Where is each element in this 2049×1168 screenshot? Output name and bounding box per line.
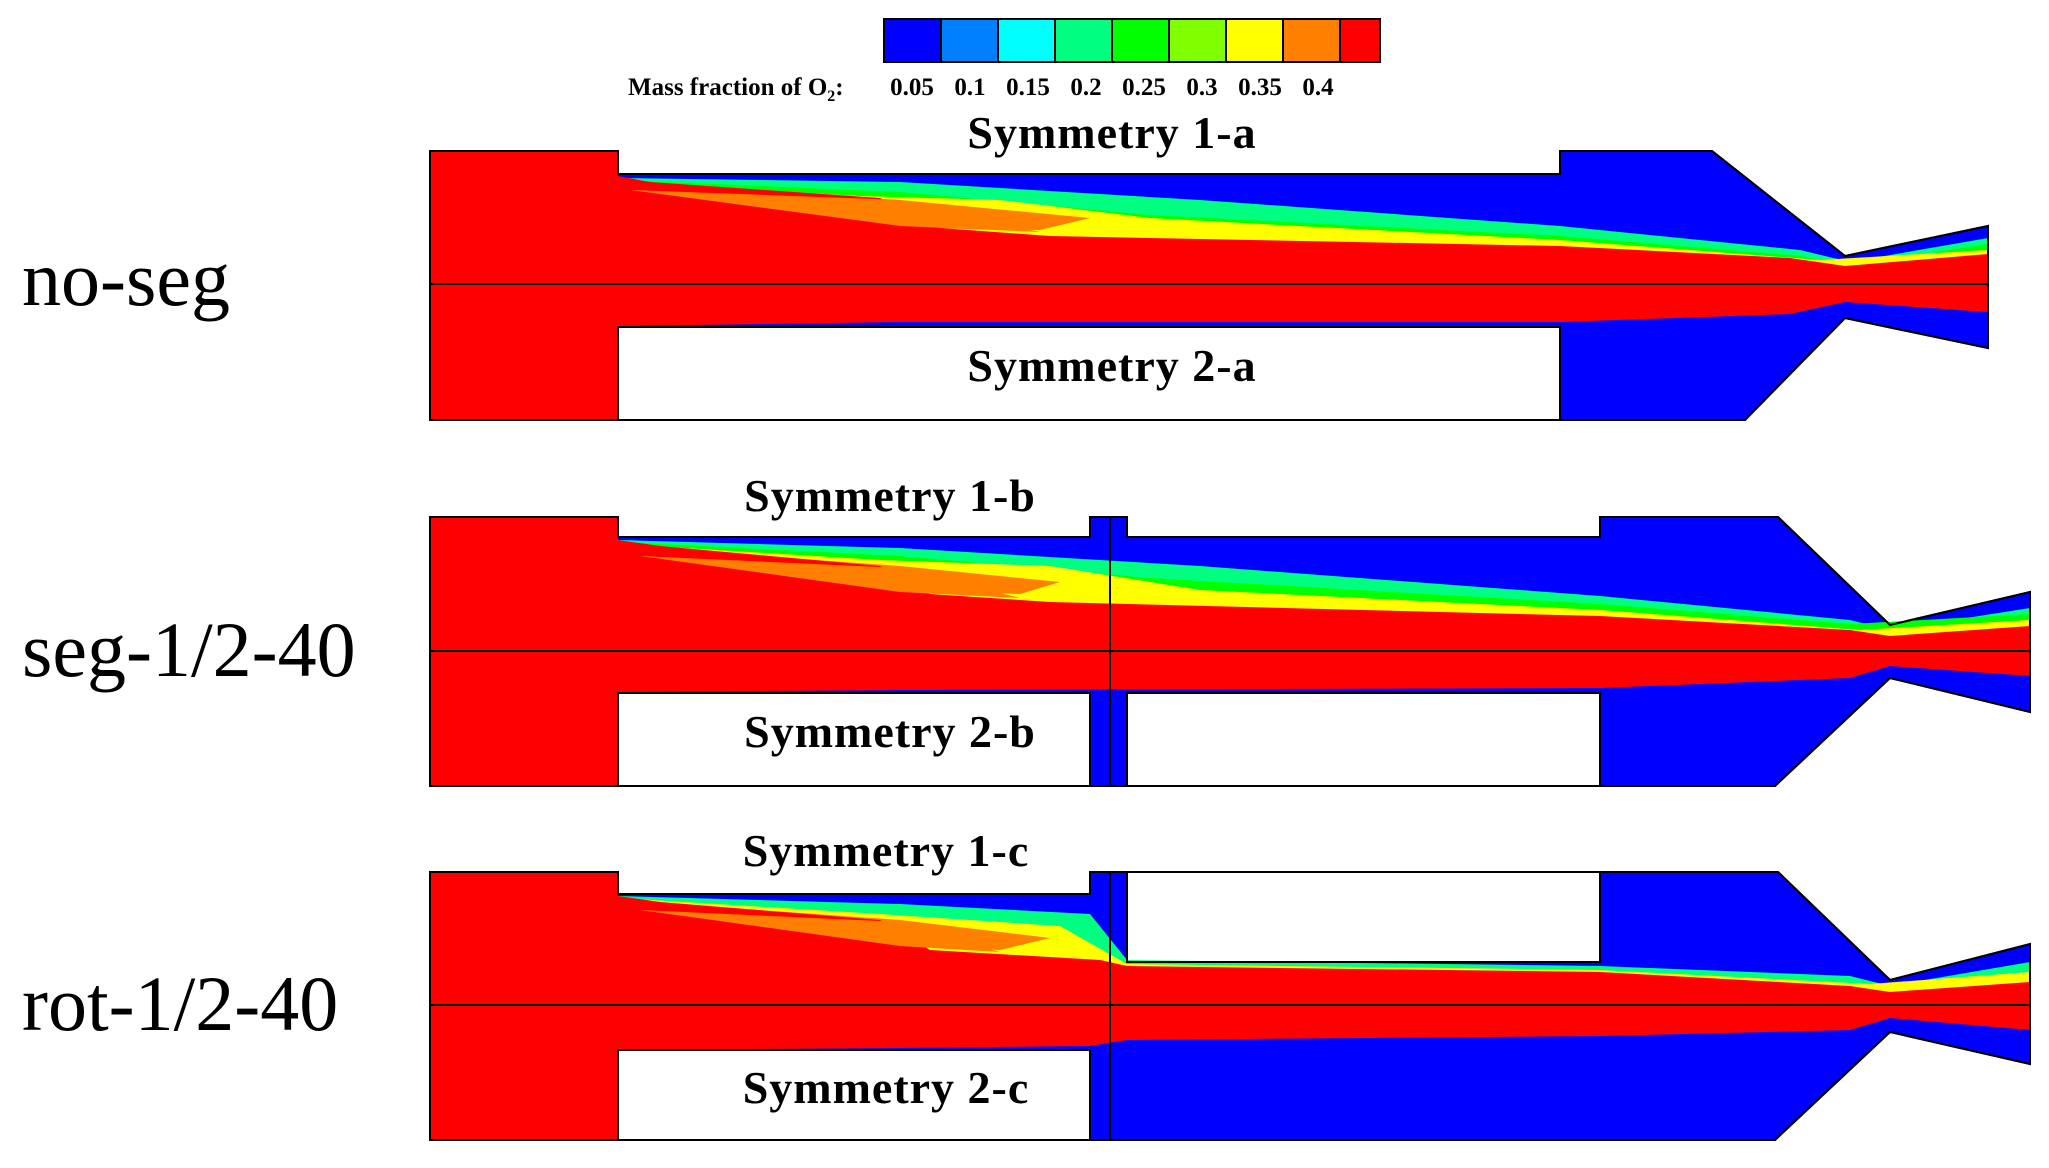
symmetry-bottom-label: Symmetry 2-a (967, 340, 1256, 391)
contour-core-red-fill (630, 190, 1040, 232)
case-label: seg-1/2-40 (22, 606, 356, 693)
colorbar-swatch-6 (1168, 18, 1227, 63)
colorbar-tick-label: 0.35 (1238, 74, 1282, 101)
symmetry-top-label: Symmetry 1-b (744, 470, 1036, 521)
panel-seg-1-2-40: seg-1/2-40 Symmetry 1-b Symmetry 2-b (22, 470, 2031, 787)
chamber-outline (429, 150, 1989, 421)
upper-port-gap (1126, 871, 1601, 963)
colorbar-swatch-2 (940, 18, 999, 63)
colorbar-tick-label: 0.15 (1006, 74, 1050, 101)
colorbar-tick-label: 0.05 (890, 74, 934, 101)
chamber-outline (429, 871, 2031, 1141)
colorbar-tick-label: 0.2 (1070, 74, 1101, 101)
panel-no-seg: no-seg Symmetry 1-a Symmetry 2-a (22, 107, 1989, 421)
case-label: no-seg (22, 235, 230, 322)
contour-core-red (430, 151, 1988, 420)
case-label: rot-1/2-40 (22, 960, 338, 1047)
colorbar-swatch-9 (1339, 18, 1381, 63)
symmetry-top-label: Symmetry 1-c (743, 825, 1030, 876)
colorbar-tick-label: 0.1 (954, 74, 985, 101)
panel-rot-1-2-40: rot-1/2-40 Symmetry 1-c Symmetry 2-c (22, 825, 2031, 1141)
symmetry-top-label: Symmetry 1-a (967, 107, 1256, 158)
symmetry-bottom-label: Symmetry 2-c (743, 1062, 1030, 1113)
colorbar-swatch-3 (997, 18, 1056, 63)
lower-port-gap (1126, 692, 1601, 787)
colorbar-swatch-8 (1282, 18, 1341, 63)
contour-core-red-fill (640, 910, 1000, 952)
colorbar: Mass fraction of O2: 0.05 0.1 0.15 0.2 0… (628, 18, 1381, 105)
colorbar-tick-label: 0.4 (1302, 74, 1334, 101)
colorbar-swatch-7 (1225, 18, 1284, 63)
colorbar-swatch-1 (883, 18, 942, 63)
colorbar-tick-label: 0.3 (1186, 74, 1217, 101)
colorbar-swatch-4 (1054, 18, 1113, 63)
colorbar-tick-label: 0.25 (1122, 74, 1166, 101)
chamber-outline (429, 516, 2031, 787)
contour-core-red-fill (640, 556, 1020, 598)
colorbar-title: Mass fraction of O2: (628, 74, 844, 105)
symmetry-bottom-label: Symmetry 2-b (744, 706, 1036, 757)
colorbar-swatch-5 (1111, 18, 1170, 63)
